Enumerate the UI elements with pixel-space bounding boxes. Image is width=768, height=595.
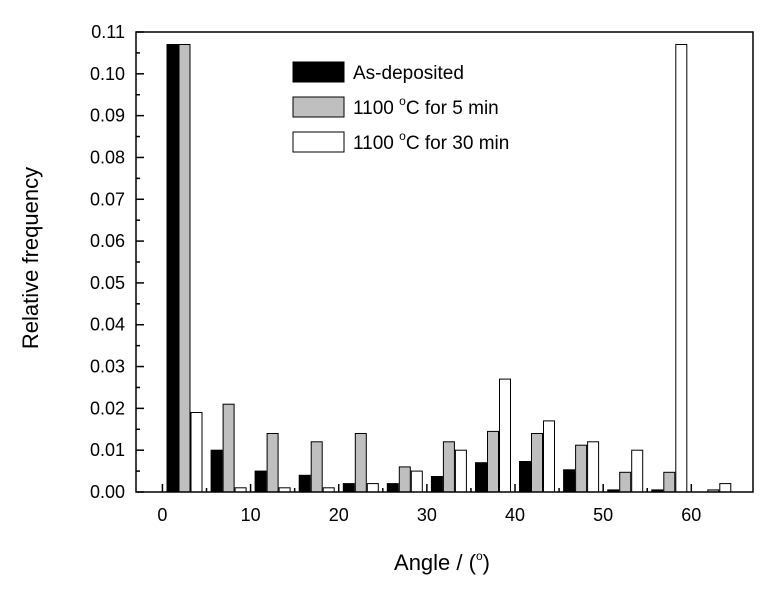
bar-series-2-bin-2	[222, 403, 235, 493]
x-tick-label: 40	[505, 505, 525, 525]
y-tick-label: 0.09	[90, 106, 125, 126]
x-axis-title: Angle / (o)	[394, 549, 490, 575]
bar-series-2-bin-3	[266, 433, 279, 493]
bar-series-3-bin-13	[719, 483, 732, 493]
y-tick-label: 0.03	[90, 357, 125, 377]
bar-series-3-bin-6	[410, 470, 423, 493]
bar-series-1-bin-3	[254, 470, 267, 493]
bar-series-2-bin-12	[663, 471, 676, 493]
bar-series-2-bin-9	[531, 433, 543, 493]
legend-label-2: 1100 oC for 5 min	[353, 94, 499, 119]
bar-series-2-bin-4	[310, 441, 323, 493]
legend-swatch-3	[292, 131, 345, 153]
bar-series-3-bin-12	[675, 44, 688, 493]
bar-series-1-bin-4	[298, 474, 311, 493]
bar-series-1-bin-9	[519, 461, 531, 493]
bar-series-3-bin-7	[454, 449, 467, 493]
bar-series-2-bin-6	[398, 466, 411, 493]
x-tick-label: 0	[157, 505, 167, 525]
bar-series-2-bin-7	[442, 441, 455, 493]
bar-series-1-bin-2	[210, 449, 223, 493]
legend: As-deposited 1100 oC for 5 min 1100 oC for…	[292, 61, 509, 154]
bar-series-3-bin-10	[587, 441, 600, 493]
bar-series-3-bin-5	[366, 483, 379, 493]
bar-series-3-bin-1	[190, 412, 203, 493]
y-tick-label: 0.06	[90, 231, 125, 251]
bar-series-3-bin-9	[543, 420, 555, 493]
legend-swatch-2	[292, 96, 345, 118]
bar-series-2-bin-5	[354, 433, 367, 493]
bar-series-2-bin-11	[619, 471, 632, 493]
x-tick-label: 10	[241, 505, 261, 525]
bar-series-2-bin-8	[487, 430, 499, 493]
y-tick-label: 0.01	[90, 440, 125, 460]
y-tick-label: 0.08	[90, 147, 125, 167]
y-tick-label: 0.05	[90, 273, 125, 293]
x-axis-ticks: 0 10 20 30 40 50 60	[157, 484, 701, 525]
bar-series-1-bin-10	[563, 469, 576, 493]
bar-series-2-bin-1	[178, 44, 191, 493]
x-tick-label: 30	[417, 505, 437, 525]
y-tick-label: 0.00	[90, 482, 125, 502]
x-tick-label: 50	[593, 505, 613, 525]
bar-series-3-bin-11	[631, 449, 644, 493]
y-tick-label: 0.07	[90, 189, 125, 209]
bar-series-1-bin-8	[475, 462, 487, 493]
bars-layer	[166, 44, 732, 493]
legend-label-1: As-deposited	[353, 63, 464, 84]
y-tick-label: 0.04	[90, 315, 125, 335]
y-tick-label: 0.11	[91, 22, 125, 42]
x-tick-label: 20	[329, 505, 349, 525]
y-axis-title: Relative frequency	[18, 167, 43, 349]
bar-series-1-bin-5	[342, 483, 355, 493]
x-tick-label: 60	[681, 505, 701, 525]
legend-label-3: 1100 oC for 30 min	[353, 129, 509, 154]
y-tick-label: 0.10	[90, 64, 125, 84]
bar-series-3-bin-8	[499, 378, 511, 493]
y-tick-label: 0.02	[90, 398, 125, 418]
y-axis-ticks: 0.00 0.01 0.02 0.03 0.04 0.05 0.06 0.07 0.08 0.09…	[90, 22, 144, 502]
bar-series-1-bin-1	[166, 44, 179, 493]
bar-series-1-bin-6	[386, 483, 399, 493]
legend-swatch-1	[292, 61, 345, 83]
bar-series-2-bin-10	[575, 444, 588, 493]
bar-series-1-bin-7	[430, 476, 443, 493]
